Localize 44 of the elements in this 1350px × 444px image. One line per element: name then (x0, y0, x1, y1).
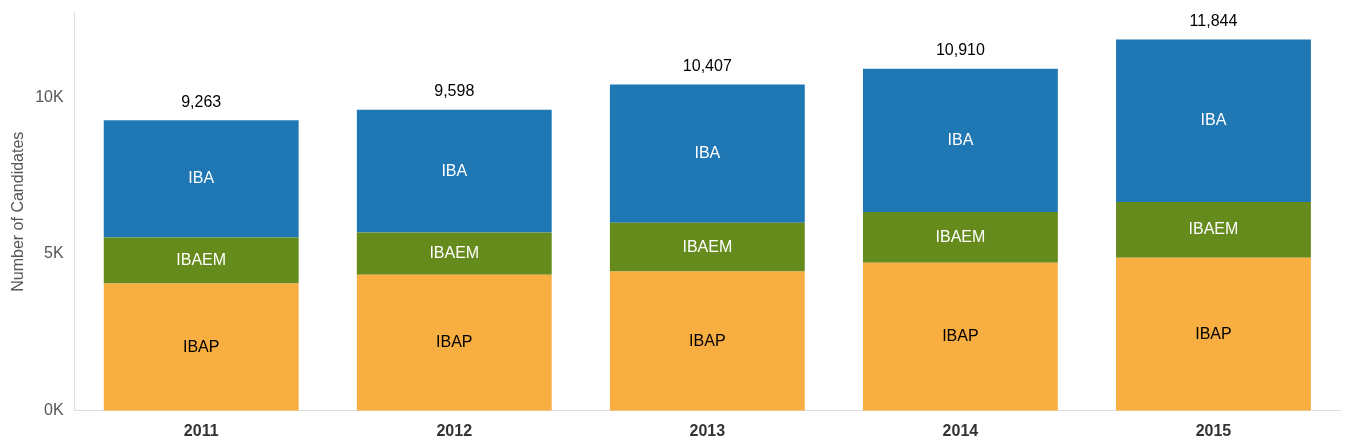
series-label: IBA (188, 169, 215, 187)
bar (103, 283, 299, 411)
y-tick-label: 0K (44, 401, 64, 419)
text: IBA (694, 143, 721, 161)
x-tick-label: 2011 (183, 421, 219, 439)
bar (609, 84, 805, 223)
text: IBAP (942, 327, 979, 345)
text: IBAP (1195, 324, 1232, 342)
bar (862, 68, 1058, 213)
bar (356, 274, 552, 411)
x-tick-label: 2015 (1195, 421, 1232, 439)
total-label: 10,910 (935, 41, 985, 59)
series-label: IBAP (182, 337, 220, 355)
x-tick-label: 2014 (942, 421, 979, 439)
bar (862, 212, 1058, 263)
x-tick-label: 2012 (436, 421, 473, 439)
text: IBAP (436, 333, 473, 351)
y-axis-title: Number of Candidates (9, 131, 27, 292)
text: IBA (441, 161, 468, 179)
text: IBA (947, 130, 974, 148)
text: IBAEM (682, 237, 733, 255)
total-label: 9,263 (181, 92, 222, 110)
text: IBAEM (935, 227, 986, 245)
bar (609, 271, 805, 411)
bar (609, 222, 805, 272)
bar (103, 120, 299, 238)
bar (1116, 201, 1311, 258)
bar (356, 109, 552, 233)
y-tick-label: 10K (35, 87, 64, 105)
y-tick-label: 5K (44, 244, 64, 262)
bar (862, 262, 1058, 411)
text: IBAEM (1188, 220, 1239, 238)
bar (1116, 39, 1311, 202)
text: IBA (1200, 111, 1227, 129)
x-tick-label: 2013 (689, 421, 726, 439)
bar (103, 237, 299, 284)
text: IBAP (689, 331, 726, 349)
total-label: 9,598 (434, 82, 475, 100)
text: IBAEM (176, 250, 227, 268)
total-label: 11,844 (1189, 11, 1238, 29)
bar (1116, 257, 1311, 411)
series-label: IBAEM (429, 243, 480, 261)
total-label: 10,407 (682, 56, 732, 74)
bar (356, 232, 552, 275)
